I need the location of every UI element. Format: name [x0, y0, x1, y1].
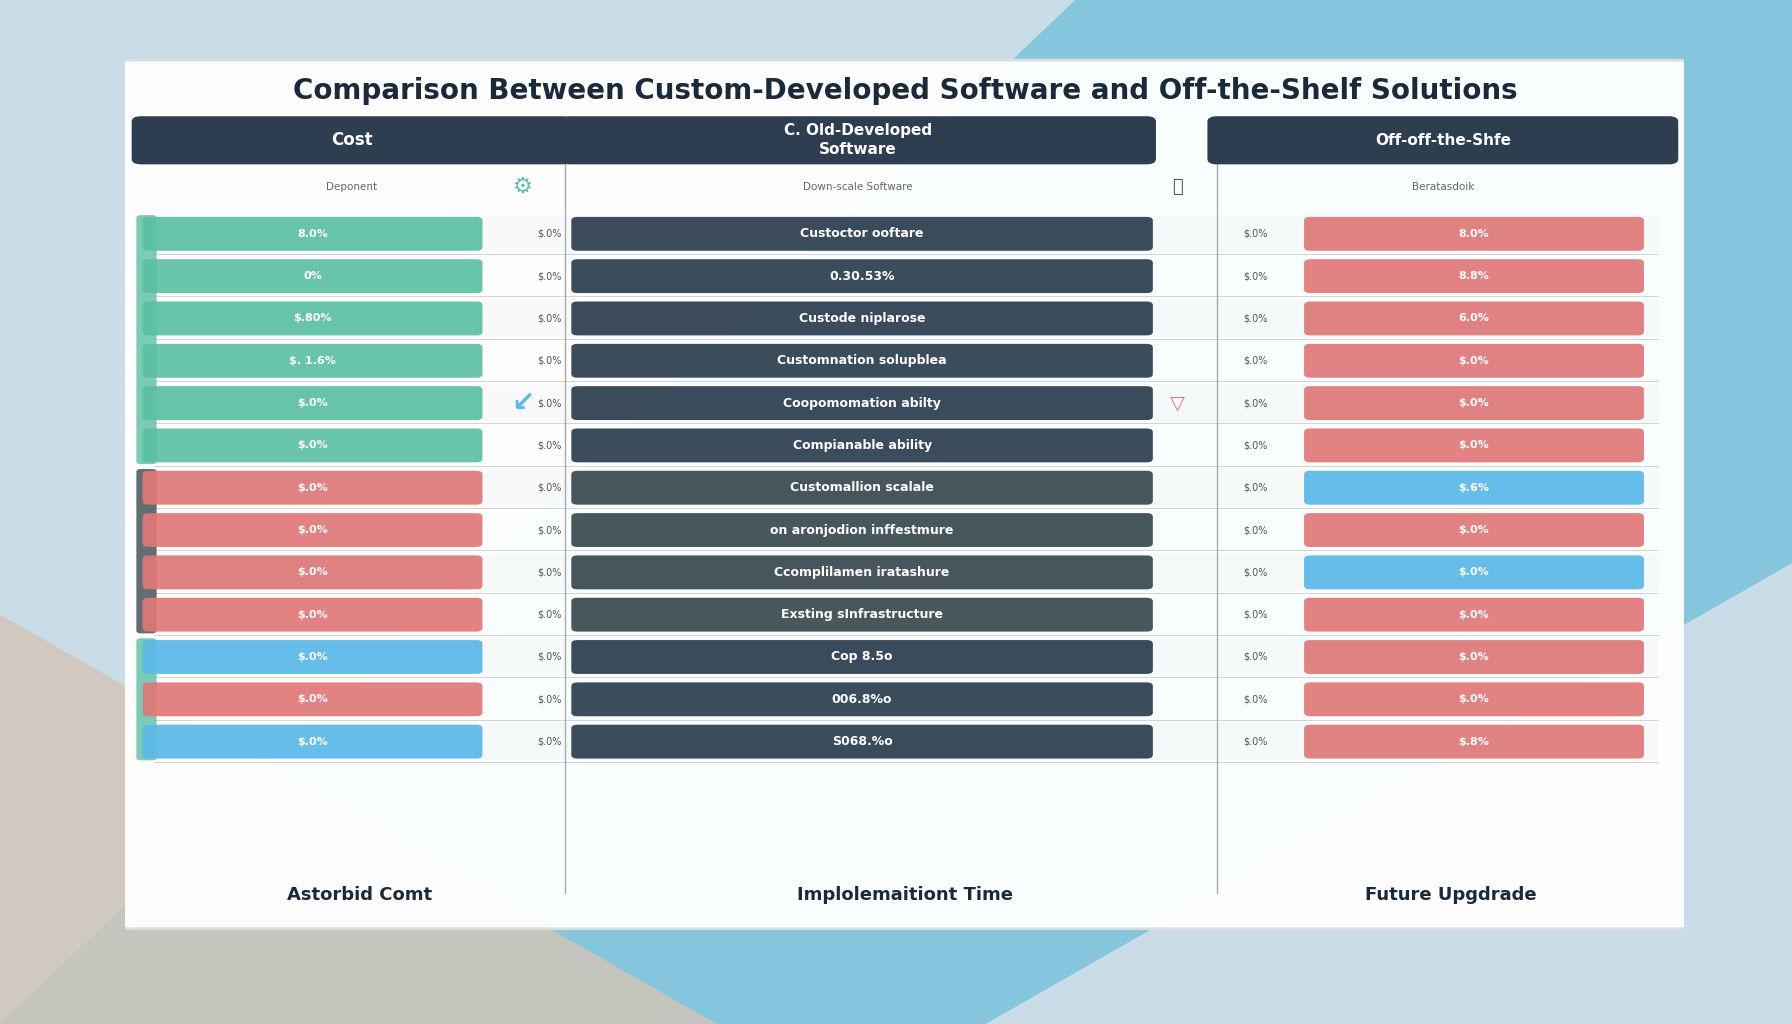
Text: Down-scale Software: Down-scale Software: [803, 181, 912, 191]
Text: $.0%: $.0%: [538, 736, 561, 746]
Text: Beratasdoik: Beratasdoik: [1412, 181, 1475, 191]
Text: $.0%: $.0%: [538, 694, 561, 705]
Text: $.0%: $.0%: [1244, 440, 1269, 451]
Text: $.0%: $.0%: [538, 228, 561, 239]
Text: 6.0%: 6.0%: [1459, 313, 1489, 324]
Text: Exsting sInfrastructure: Exsting sInfrastructure: [781, 608, 943, 622]
FancyBboxPatch shape: [1305, 513, 1643, 547]
Text: Customallion scalale: Customallion scalale: [790, 481, 934, 495]
Text: C. Old-Developed
Software: C. Old-Developed Software: [785, 124, 932, 157]
FancyBboxPatch shape: [572, 682, 1152, 716]
Text: $.0%: $.0%: [1244, 271, 1269, 282]
FancyBboxPatch shape: [1305, 386, 1643, 420]
FancyBboxPatch shape: [143, 344, 482, 378]
Text: $.0%: $.0%: [538, 398, 561, 409]
FancyBboxPatch shape: [143, 598, 482, 632]
FancyBboxPatch shape: [1305, 555, 1643, 589]
FancyBboxPatch shape: [143, 301, 482, 336]
Text: $.0%: $.0%: [1459, 694, 1489, 705]
Text: ↙: ↙: [511, 389, 534, 417]
Text: $.0%: $.0%: [1459, 567, 1489, 578]
Text: $.0%: $.0%: [297, 652, 328, 662]
Text: $.0%: $.0%: [297, 398, 328, 409]
Text: Comparison Between Custom-Developed Software and Off-the-Shelf Solutions: Comparison Between Custom-Developed Soft…: [292, 77, 1518, 105]
Text: Coopomomation abilty: Coopomomation abilty: [783, 396, 941, 410]
FancyBboxPatch shape: [572, 259, 1152, 293]
Text: ⚙: ⚙: [513, 176, 532, 197]
Text: $.0%: $.0%: [1244, 482, 1269, 493]
FancyBboxPatch shape: [154, 300, 1658, 337]
Text: $.0%: $.0%: [1244, 736, 1269, 746]
FancyBboxPatch shape: [143, 428, 482, 463]
FancyBboxPatch shape: [1305, 428, 1643, 463]
Text: Off-off-the-Shfe: Off-off-the-Shfe: [1374, 133, 1511, 147]
FancyBboxPatch shape: [572, 217, 1152, 251]
FancyBboxPatch shape: [572, 428, 1152, 463]
FancyBboxPatch shape: [131, 117, 572, 164]
FancyBboxPatch shape: [572, 344, 1152, 378]
Text: 0.30.53%: 0.30.53%: [830, 269, 894, 283]
FancyBboxPatch shape: [143, 555, 482, 589]
FancyBboxPatch shape: [136, 215, 156, 464]
Text: 0%: 0%: [303, 271, 323, 282]
FancyBboxPatch shape: [136, 469, 156, 634]
Text: $.0%: $.0%: [1244, 525, 1269, 536]
FancyBboxPatch shape: [572, 513, 1152, 547]
Text: $.0%: $.0%: [297, 567, 328, 578]
Text: S068.%o: S068.%o: [831, 735, 892, 749]
FancyBboxPatch shape: [572, 640, 1152, 674]
Text: $.0%: $.0%: [297, 736, 328, 746]
Text: $.0%: $.0%: [1459, 609, 1489, 620]
Text: $.0%: $.0%: [1459, 398, 1489, 409]
Text: $.0%: $.0%: [1459, 355, 1489, 366]
Text: $.0%: $.0%: [538, 525, 561, 536]
Text: $.0%: $.0%: [1244, 567, 1269, 578]
Text: $.0%: $.0%: [1244, 652, 1269, 662]
Text: $.0%: $.0%: [538, 609, 561, 620]
Text: Custoctor ooftare: Custoctor ooftare: [801, 227, 925, 241]
FancyBboxPatch shape: [136, 638, 156, 761]
Text: $. 1.6%: $. 1.6%: [289, 355, 335, 366]
FancyBboxPatch shape: [572, 471, 1152, 505]
FancyBboxPatch shape: [154, 215, 1658, 252]
FancyBboxPatch shape: [572, 555, 1152, 589]
Text: $.0%: $.0%: [1459, 440, 1489, 451]
Polygon shape: [0, 614, 717, 1024]
Text: $.0%: $.0%: [538, 440, 561, 451]
FancyBboxPatch shape: [143, 682, 482, 716]
FancyBboxPatch shape: [1208, 117, 1679, 164]
Text: $.0%: $.0%: [538, 652, 561, 662]
FancyBboxPatch shape: [154, 639, 1658, 676]
Text: $.0%: $.0%: [297, 609, 328, 620]
FancyBboxPatch shape: [572, 301, 1152, 336]
Text: $.6%: $.6%: [1459, 482, 1489, 493]
Text: Deponent: Deponent: [326, 181, 376, 191]
Text: 8.0%: 8.0%: [1459, 228, 1489, 239]
Text: 8.8%: 8.8%: [1459, 271, 1489, 282]
Text: 006.8%o: 006.8%o: [831, 693, 892, 706]
FancyBboxPatch shape: [1305, 682, 1643, 716]
FancyBboxPatch shape: [1305, 217, 1643, 251]
Text: Custode niplarose: Custode niplarose: [799, 312, 925, 325]
Text: Compianable ability: Compianable ability: [792, 439, 932, 452]
FancyBboxPatch shape: [143, 471, 482, 505]
Text: Cost: Cost: [332, 131, 373, 150]
FancyBboxPatch shape: [109, 60, 1701, 929]
Text: 8.0%: 8.0%: [297, 228, 328, 239]
Text: $.0%: $.0%: [1244, 609, 1269, 620]
Text: $.0%: $.0%: [538, 482, 561, 493]
Text: Customnation solupblea: Customnation solupblea: [778, 354, 946, 368]
FancyBboxPatch shape: [572, 598, 1152, 632]
FancyBboxPatch shape: [143, 513, 482, 547]
FancyBboxPatch shape: [143, 725, 482, 759]
FancyBboxPatch shape: [143, 386, 482, 420]
Text: Cop 8.5o: Cop 8.5o: [831, 650, 892, 664]
Text: $.0%: $.0%: [297, 525, 328, 536]
FancyBboxPatch shape: [154, 385, 1658, 422]
Text: Implolemaitiont Time: Implolemaitiont Time: [797, 886, 1012, 904]
FancyBboxPatch shape: [1305, 640, 1643, 674]
Text: $.0%: $.0%: [297, 694, 328, 705]
FancyBboxPatch shape: [1305, 259, 1643, 293]
